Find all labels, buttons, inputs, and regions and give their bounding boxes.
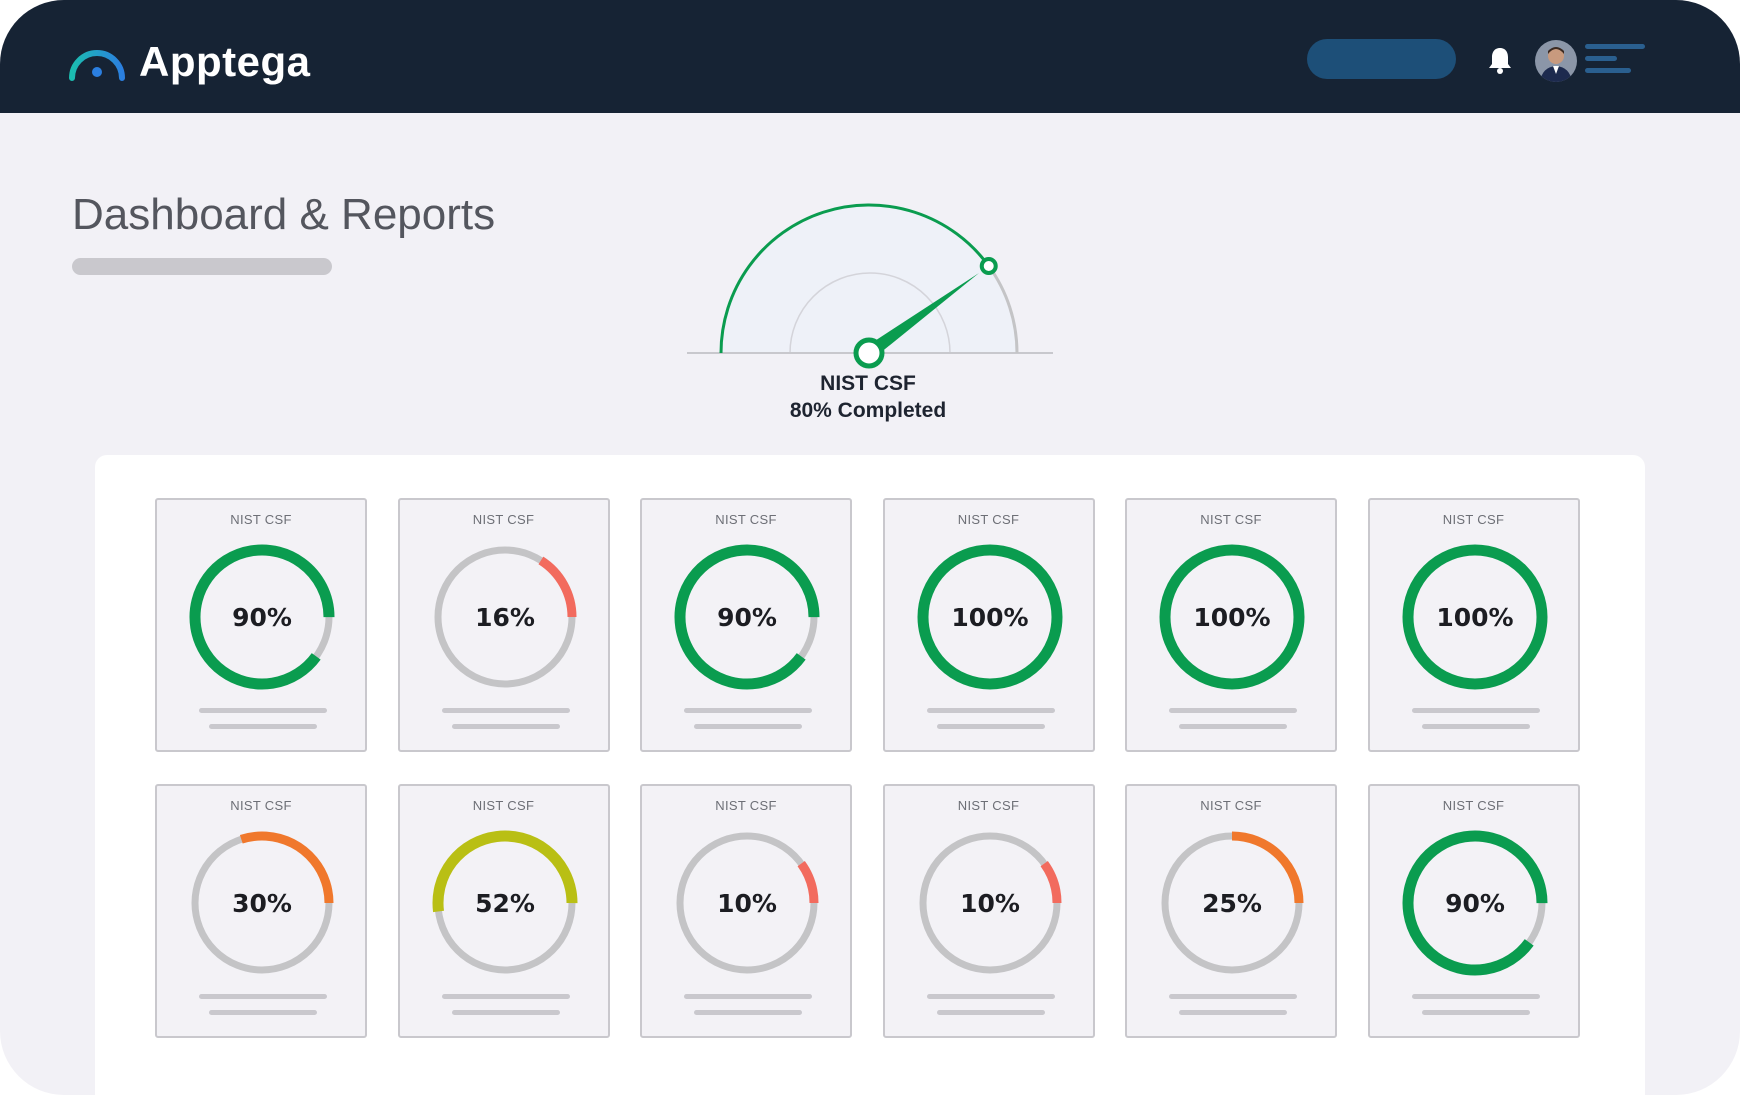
framework-card[interactable]: NIST CSF 100% bbox=[1367, 498, 1580, 752]
card-placeholder-line bbox=[1411, 994, 1540, 999]
card-placeholder-line bbox=[441, 708, 570, 713]
framework-progress-ring: 10% bbox=[675, 831, 819, 975]
gauge-track bbox=[987, 265, 1019, 354]
framework-progress-ring: 100% bbox=[1159, 544, 1305, 690]
framework-card-label: NIST CSF bbox=[715, 798, 777, 813]
ring-progress-arc bbox=[675, 831, 819, 975]
card-placeholder-line bbox=[1421, 724, 1530, 729]
ring-progress-arc bbox=[433, 545, 576, 689]
framework-card[interactable]: NIST CSF 16% bbox=[397, 498, 610, 752]
card-placeholder-line bbox=[1179, 724, 1287, 729]
framework-percent: 100% bbox=[1193, 603, 1270, 632]
card-placeholder-line bbox=[199, 994, 327, 999]
framework-progress-ring: 25% bbox=[1160, 831, 1304, 975]
framework-progress-ring: 100% bbox=[917, 544, 1062, 690]
framework-card-label: NIST CSF bbox=[230, 512, 292, 527]
completion-gauge bbox=[687, 203, 1053, 369]
framework-progress-ring: 52% bbox=[432, 830, 577, 976]
framework-card[interactable]: NIST CSF 100% bbox=[1125, 498, 1337, 752]
apptega-arc-logo-icon bbox=[69, 50, 125, 81]
card-placeholder-line bbox=[1179, 1010, 1287, 1015]
card-placeholder-line bbox=[1169, 994, 1297, 999]
ring-progress-arc bbox=[917, 544, 1062, 690]
card-placeholder-line bbox=[1411, 708, 1540, 713]
framework-percent: 25% bbox=[1202, 889, 1262, 918]
framework-card[interactable]: NIST CSF 10% bbox=[640, 784, 852, 1038]
framework-card-label: NIST CSF bbox=[957, 798, 1020, 813]
card-placeholder-line bbox=[1169, 708, 1297, 713]
framework-percent: 10% bbox=[960, 889, 1020, 918]
brand-name: Apptega bbox=[139, 38, 311, 85]
card-placeholder-line bbox=[451, 724, 560, 729]
framework-percent: 30% bbox=[232, 889, 292, 918]
gauge-needle bbox=[864, 273, 980, 359]
card-placeholder-line bbox=[1421, 1010, 1530, 1015]
ring-progress-arc bbox=[1402, 544, 1547, 690]
framework-card-label: NIST CSF bbox=[1442, 512, 1505, 527]
framework-card[interactable]: NIST CSF 90% bbox=[155, 498, 367, 752]
card-placeholder-line bbox=[451, 1010, 560, 1015]
framework-card[interactable]: NIST CSF 10% bbox=[882, 784, 1095, 1038]
card-placeholder-line bbox=[694, 1010, 802, 1015]
title-placeholder-bar bbox=[72, 258, 332, 275]
header-action-button[interactable] bbox=[1307, 39, 1456, 79]
framework-percent: 52% bbox=[475, 889, 535, 918]
framework-progress-ring: 90% bbox=[1402, 830, 1547, 976]
framework-card-label: NIST CSF bbox=[957, 512, 1020, 527]
hamburger-menu-icon[interactable] bbox=[1585, 44, 1645, 76]
card-placeholder-line bbox=[441, 994, 570, 999]
user-avatar-icon[interactable] bbox=[1535, 40, 1577, 82]
framework-progress-ring: 90% bbox=[189, 544, 335, 690]
framework-progress-ring: 100% bbox=[1402, 544, 1547, 690]
ring-progress-arc bbox=[190, 831, 334, 975]
framework-progress-ring: 10% bbox=[918, 831, 1061, 975]
framework-percent: 16% bbox=[475, 603, 535, 632]
framework-cards-panel: NIST CSF 90% NIST CSF 16% NIST CSF 90% NIST CS… bbox=[95, 455, 1645, 1095]
framework-progress-ring: 30% bbox=[190, 831, 334, 975]
bell-icon[interactable] bbox=[1486, 45, 1514, 75]
card-placeholder-line bbox=[199, 708, 327, 713]
framework-card-label: NIST CSF bbox=[472, 798, 535, 813]
card-placeholder-line bbox=[684, 708, 812, 713]
gauge-needle-tip bbox=[979, 257, 998, 276]
framework-card[interactable]: NIST CSF 25% bbox=[1125, 784, 1337, 1038]
gauge-title: NIST CSF bbox=[820, 372, 916, 395]
card-placeholder-line bbox=[926, 708, 1055, 713]
ring-progress-arc bbox=[1159, 544, 1305, 690]
card-placeholder-line bbox=[926, 994, 1055, 999]
framework-percent: 90% bbox=[1445, 889, 1505, 918]
framework-card-label: NIST CSF bbox=[715, 512, 777, 527]
framework-percent: 90% bbox=[232, 603, 292, 632]
page-title: Dashboard & Reports bbox=[72, 190, 496, 239]
card-placeholder-line bbox=[936, 1010, 1045, 1015]
card-placeholder-line bbox=[936, 724, 1045, 729]
framework-card[interactable]: NIST CSF 100% bbox=[882, 498, 1095, 752]
framework-percent: 10% bbox=[717, 889, 777, 918]
framework-progress-ring: 90% bbox=[674, 544, 820, 690]
framework-percent: 90% bbox=[717, 603, 777, 632]
top-navigation-bar: Apptega bbox=[0, 0, 1740, 113]
framework-card-label: NIST CSF bbox=[1442, 798, 1505, 813]
framework-card[interactable]: NIST CSF 52% bbox=[397, 784, 610, 1038]
framework-percent: 100% bbox=[1436, 603, 1513, 632]
gauge-status: 80% Completed bbox=[789, 399, 947, 422]
card-placeholder-line bbox=[209, 724, 317, 729]
framework-card-label: NIST CSF bbox=[1200, 798, 1262, 813]
card-placeholder-line bbox=[694, 724, 802, 729]
card-placeholder-line bbox=[209, 1010, 317, 1015]
framework-card-label: NIST CSF bbox=[230, 798, 292, 813]
ring-progress-arc bbox=[1160, 831, 1304, 975]
gauge-hub bbox=[853, 337, 885, 369]
ring-progress-arc bbox=[1402, 830, 1547, 976]
framework-percent: 100% bbox=[951, 603, 1028, 632]
framework-card-label: NIST CSF bbox=[472, 512, 535, 527]
gauge-progress-arc bbox=[719, 203, 990, 354]
framework-card[interactable]: NIST CSF 90% bbox=[1367, 784, 1580, 1038]
framework-card[interactable]: NIST CSF 30% bbox=[155, 784, 367, 1038]
card-placeholder-line bbox=[684, 994, 812, 999]
framework-card[interactable]: NIST CSF 90% bbox=[640, 498, 852, 752]
framework-card-label: NIST CSF bbox=[1200, 512, 1262, 527]
framework-progress-ring: 16% bbox=[433, 545, 576, 689]
